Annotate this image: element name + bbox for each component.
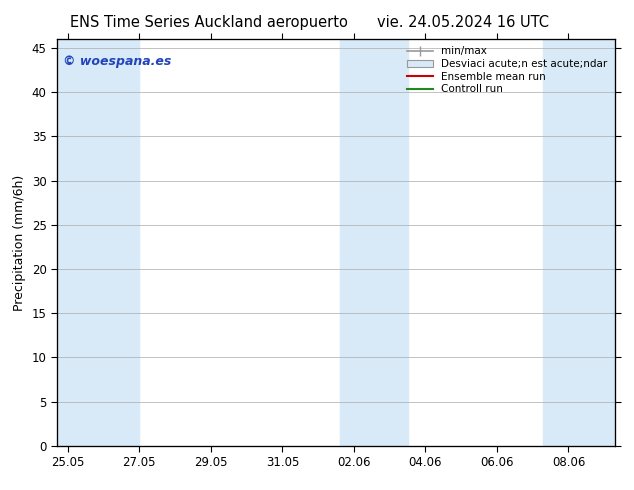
Bar (57, 39, 103, 446)
Text: © woespana.es: © woespana.es (63, 55, 171, 69)
Bar (543, 39, 579, 446)
Y-axis label: Precipitation (mm/6h): Precipitation (mm/6h) (13, 174, 26, 311)
Bar (579, 39, 615, 446)
Text: vie. 24.05.2024 16 UTC: vie. 24.05.2024 16 UTC (377, 15, 549, 30)
Bar (340, 39, 375, 446)
Legend: min/max, Desviaci acute;n est acute;ndar, Ensemble mean run, Controll run: min/max, Desviaci acute;n est acute;ndar… (403, 42, 612, 98)
Bar (103, 39, 139, 446)
Text: ENS Time Series Auckland aeropuerto: ENS Time Series Auckland aeropuerto (70, 15, 348, 30)
Bar (375, 39, 408, 446)
